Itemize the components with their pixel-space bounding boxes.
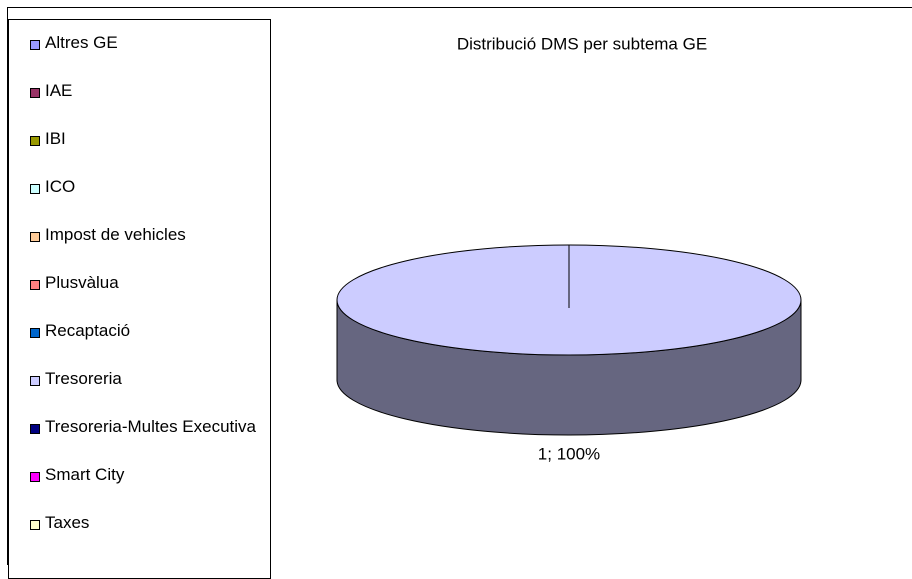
legend-label: IAE — [45, 81, 73, 100]
legend-item: IAE — [9, 80, 270, 128]
legend-swatch — [30, 184, 40, 194]
chart-frame — [7, 7, 912, 565]
legend-swatch — [30, 280, 40, 290]
legend-item: Recaptació — [9, 320, 270, 368]
legend-label: Tresoreria-Multes Executiva — [45, 417, 256, 436]
legend-label: Plusvàlua — [45, 273, 119, 292]
legend-swatch — [30, 424, 40, 434]
legend: Altres GE IAE IBI ICO Impost de vehicles Plus… — [8, 19, 271, 579]
legend-label: Impost de vehicles — [45, 225, 186, 244]
legend-swatch — [30, 328, 40, 338]
legend-item: IBI — [9, 128, 270, 176]
page: Altres GE IAE IBI ICO Impost de vehicles Plus… — [7, 7, 912, 579]
legend-item: Taxes — [9, 512, 270, 560]
legend-item: Impost de vehicles — [9, 224, 270, 272]
legend-label: Recaptació — [45, 321, 131, 340]
legend-label: IBI — [45, 129, 66, 148]
legend-item: ICO — [9, 176, 270, 224]
data-label: 1; 100% — [538, 444, 600, 463]
legend-swatch — [30, 376, 40, 386]
legend-item: Tresoreria-Multes Executiva — [9, 416, 270, 464]
legend-label: Smart City — [45, 465, 125, 484]
legend-label: Taxes — [45, 513, 90, 532]
legend-swatch — [30, 520, 40, 530]
legend-swatch — [30, 472, 40, 482]
legend-label: Altres GE — [45, 33, 118, 52]
legend-swatch — [30, 136, 40, 146]
legend-item: Tresoreria — [9, 368, 270, 416]
chart-title: Distribució DMS per subtema GE — [457, 34, 707, 53]
legend-label: ICO — [45, 177, 76, 196]
legend-item: Plusvàlua — [9, 272, 270, 320]
legend-swatch — [30, 40, 40, 50]
legend-label: Tresoreria — [45, 369, 122, 388]
legend-swatch — [30, 232, 40, 242]
legend-swatch — [30, 88, 40, 98]
chart: Distribució DMS per subtema GE 1; 100% — [336, 34, 802, 463]
legend-item: Smart City — [9, 464, 270, 512]
legend-item: Altres GE — [9, 32, 270, 80]
